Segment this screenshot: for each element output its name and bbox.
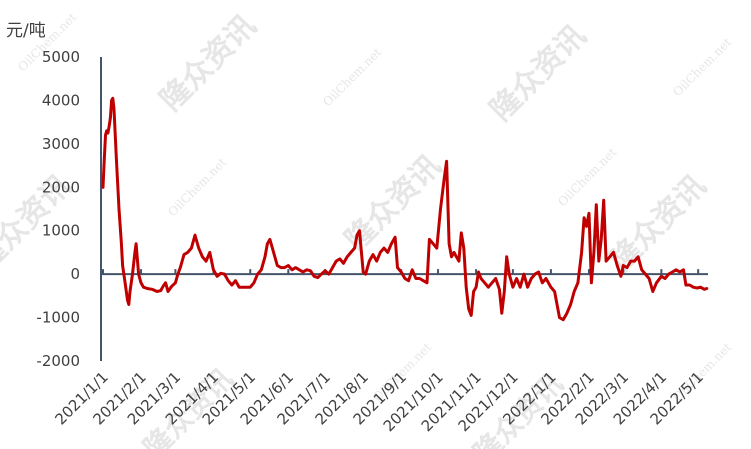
watermark-text: OilChem.net bbox=[165, 155, 229, 219]
y-tick-label: 3000 bbox=[42, 135, 80, 153]
y-tick-label: 1000 bbox=[42, 222, 80, 240]
y-tick-label: 0 bbox=[70, 265, 80, 283]
watermark-text: 隆众资讯 bbox=[603, 168, 713, 278]
watermark-text: OilChem.net bbox=[670, 35, 734, 99]
x-axis-ticks: 2021/1/12021/2/12021/3/12021/4/12021/5/1… bbox=[51, 269, 707, 435]
y-tick-label: 2000 bbox=[42, 178, 80, 196]
price-spread-series-line bbox=[101, 96, 709, 322]
watermark-text: OilChem.net bbox=[555, 145, 619, 209]
watermark-text: OilChem.net bbox=[320, 45, 384, 109]
y-tick-label: 5000 bbox=[42, 48, 80, 66]
y-axis-unit-label: 元/吨 bbox=[6, 21, 46, 41]
y-axis-tick-labels: 5000 4000 3000 2000 1000 0 -1000 -2000 bbox=[36, 48, 80, 370]
y-tick-label: -1000 bbox=[36, 309, 80, 327]
watermark-text: 隆众资讯 bbox=[153, 8, 263, 118]
y-tick-label: -2000 bbox=[36, 352, 80, 370]
watermark-text: 隆众资讯 bbox=[483, 18, 593, 128]
y-tick-label: 4000 bbox=[42, 91, 80, 109]
